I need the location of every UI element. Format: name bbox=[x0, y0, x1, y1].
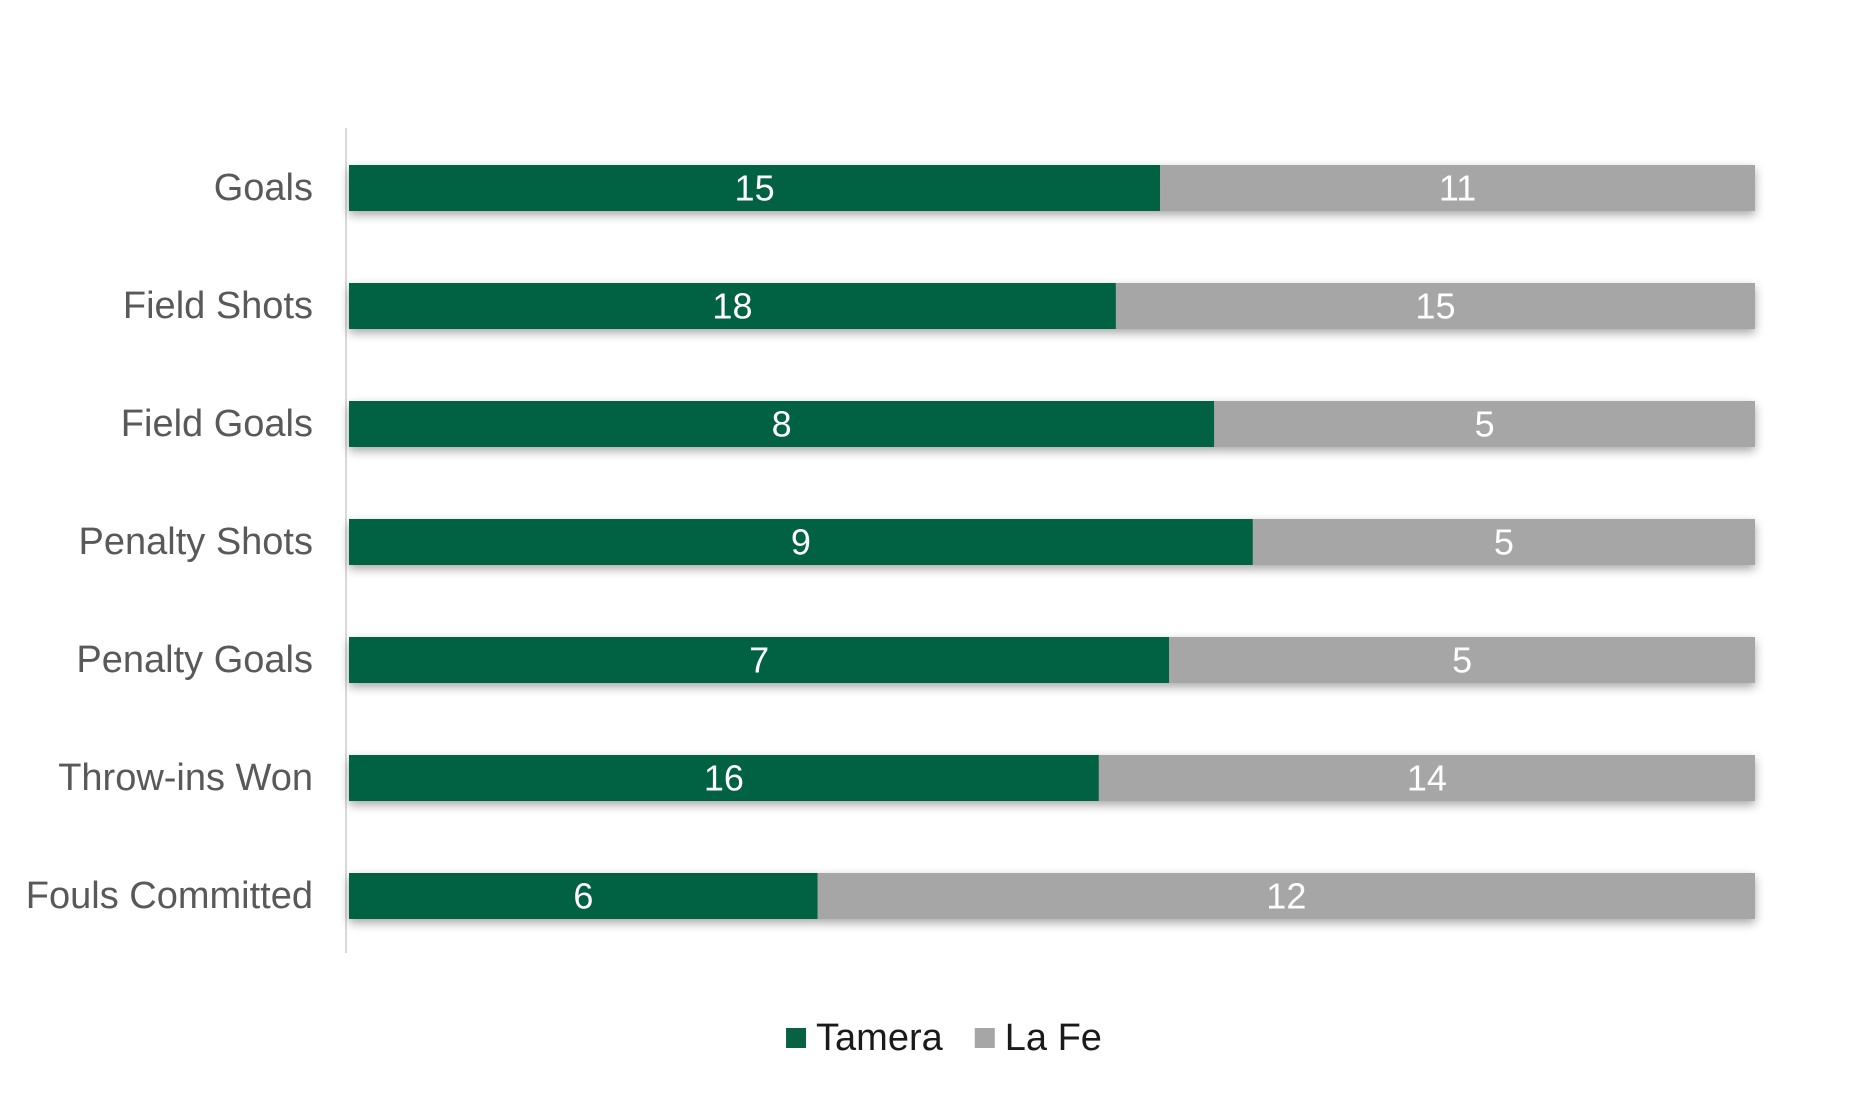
category-labels: Goals Field Shots Field Goals Penalty Shots… bbox=[26, 167, 313, 917]
data-label-la-fe-fouls-committed: 12 bbox=[1266, 876, 1306, 917]
category-label-goals: Goals bbox=[214, 167, 313, 209]
data-label-tamera-field-goals: 8 bbox=[772, 404, 792, 445]
bar-row-throw-ins-won bbox=[349, 755, 1755, 801]
bar-tamera-throw-ins-won bbox=[349, 755, 1099, 801]
data-label-tamera-penalty-goals: 7 bbox=[749, 640, 769, 681]
bar-tamera-field-goals bbox=[349, 401, 1215, 447]
data-label-tamera-throw-ins-won: 16 bbox=[704, 758, 744, 799]
bar-tamera-field-shots bbox=[349, 283, 1116, 329]
bar-row-field-goals bbox=[349, 401, 1755, 447]
bar-la-fe-penalty-shots bbox=[1252, 519, 1755, 565]
bar-la-fe-fouls-committed bbox=[817, 873, 1755, 919]
bar-la-fe-throw-ins-won bbox=[1098, 755, 1755, 801]
legend-label-la-fe: La Fe bbox=[1005, 1017, 1102, 1059]
data-label-tamera-goals: 15 bbox=[735, 168, 775, 209]
bar-row-field-shots bbox=[349, 283, 1755, 329]
category-label-field-goals: Field Goals bbox=[121, 403, 313, 445]
bar-row-penalty-shots bbox=[349, 519, 1755, 565]
data-label-tamera-fouls-committed: 6 bbox=[573, 876, 593, 917]
category-label-throw-ins-won: Throw-ins Won bbox=[58, 757, 313, 799]
category-label-penalty-goals: Penalty Goals bbox=[76, 639, 313, 681]
bar-la-fe-penalty-goals bbox=[1169, 637, 1755, 683]
bar-tamera-penalty-shots bbox=[349, 519, 1253, 565]
data-label-la-fe-throw-ins-won: 14 bbox=[1407, 758, 1447, 799]
bar-row-goals bbox=[349, 165, 1755, 211]
bar-tamera-fouls-committed bbox=[349, 873, 818, 919]
bar-la-fe-goals bbox=[1160, 165, 1755, 211]
bars-group: 15 11 18 15 8 5 9 5 7 5 16 14 6 12 bbox=[349, 165, 1755, 919]
data-label-la-fe-field-shots: 15 bbox=[1415, 286, 1455, 327]
bar-row-fouls-committed bbox=[349, 873, 1755, 919]
category-label-field-shots: Field Shots bbox=[123, 285, 313, 327]
category-label-penalty-shots: Penalty Shots bbox=[79, 521, 313, 563]
legend-swatch-la-fe bbox=[974, 1028, 995, 1048]
data-label-la-fe-penalty-shots: 5 bbox=[1494, 522, 1514, 563]
data-label-la-fe-penalty-goals: 5 bbox=[1452, 640, 1472, 681]
bar-la-fe-field-goals bbox=[1214, 401, 1755, 447]
legend-label-tamera: Tamera bbox=[816, 1017, 944, 1059]
data-label-la-fe-goals: 11 bbox=[1439, 168, 1476, 209]
bar-tamera-penalty-goals bbox=[349, 637, 1170, 683]
bar-la-fe-field-shots bbox=[1115, 283, 1755, 329]
legend: Tamera La Fe bbox=[786, 1017, 1102, 1059]
data-label-tamera-penalty-shots: 9 bbox=[791, 522, 811, 563]
bar-row-penalty-goals bbox=[349, 637, 1755, 683]
legend-swatch-tamera bbox=[786, 1028, 807, 1048]
bar-tamera-goals bbox=[349, 165, 1161, 211]
data-label-tamera-field-shots: 18 bbox=[712, 286, 752, 327]
category-label-fouls-committed: Fouls Committed bbox=[26, 875, 313, 917]
data-label-la-fe-field-goals: 5 bbox=[1475, 404, 1495, 445]
